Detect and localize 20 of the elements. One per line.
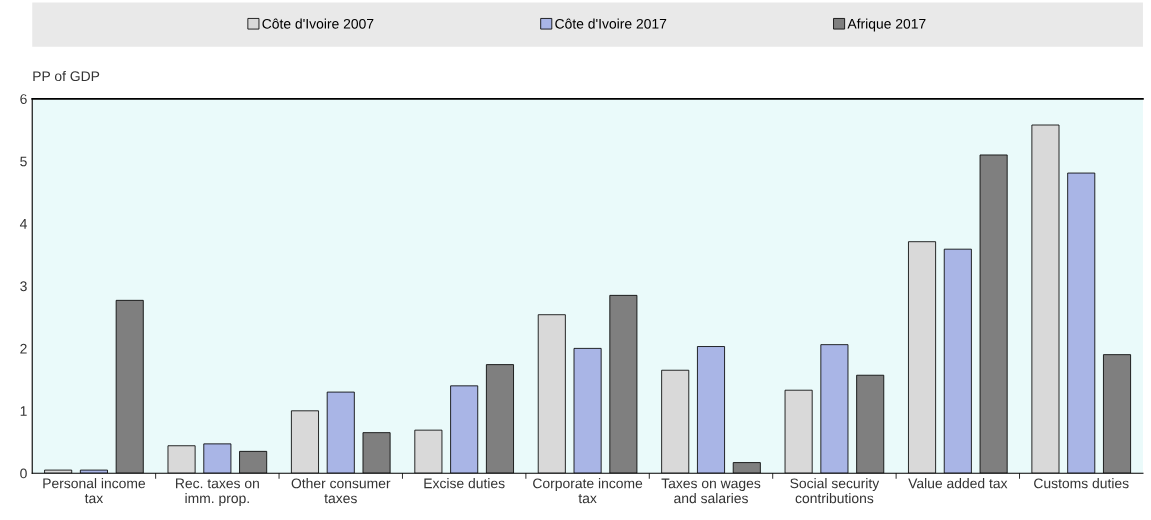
x-tick-label: Personal income tax [43,478,146,504]
x-tick-label: Taxes on wages and salaries [661,478,761,504]
y-tick-label: 3 [20,281,27,292]
x-tick-label: Rec. taxes on imm. prop. [176,478,259,506]
x-tick-label: Social security contributions [790,478,880,504]
y-tick-label: 1 [20,406,27,416]
y-tick-label: 0 [20,468,27,479]
x-tick-label: Other consumer taxes [291,478,391,504]
y-tick-label: 5 [20,156,27,167]
legend-label: Côte d'Ivoire 2007 [262,18,374,29]
x-tick-label: Excise duties [424,478,505,489]
legend-label: Afrique 2017 [847,18,926,32]
y-tick-label: 2 [20,343,27,354]
y-axis-title: PP of GDP [33,70,100,82]
y-tick-label: 4 [19,219,27,229]
y-tick-label: 6 [20,94,27,104]
x-tick-label: Corporate income tax [533,478,643,504]
x-tick-label: Value added tax [908,478,1008,489]
legend-label: Côte d'Ivoire 2017 [555,18,667,29]
x-tick-label: Customs duties [1034,478,1129,489]
